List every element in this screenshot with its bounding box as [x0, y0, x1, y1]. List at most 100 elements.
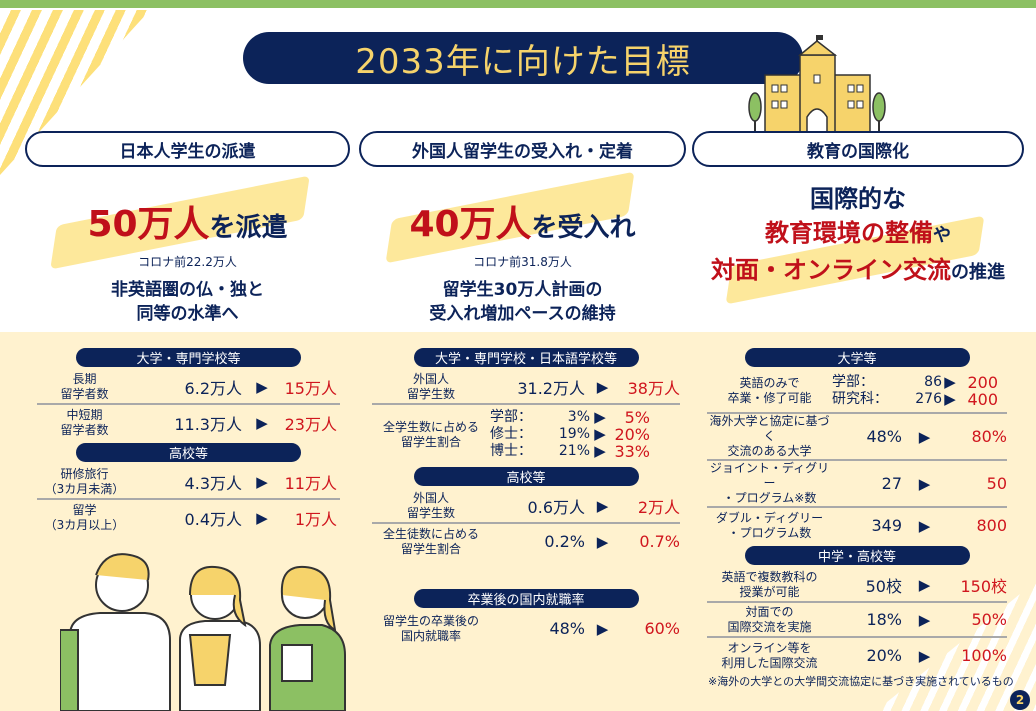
section-pill: 大学・専門学校等 [76, 348, 301, 367]
table-row: 対面での 国際交流を実施 18% ▶ 50% [707, 603, 1007, 638]
target-value: 1万人 [294, 509, 337, 529]
current-value: 11.3万人 [174, 414, 242, 434]
students-illustration [60, 553, 346, 711]
current-value: 0.4万人 [184, 509, 242, 529]
target-value: 23万人 [284, 414, 337, 434]
target-value: 400 [967, 390, 998, 409]
target-value: 200 [967, 373, 998, 392]
row-label: 英語で複数教科の 授業が可能 [721, 569, 818, 599]
target-value: 5% [624, 408, 650, 427]
table-row: 外国人 留学生数 0.6万人 ▶ 2万人 [372, 489, 680, 524]
internationalization-table: 大学等 英語のみで 卒業・修了可能 学部： 86 ▶ 200 研究科： 276 ▶ 400 海外大学… [707, 348, 1007, 673]
sub-row: 学部： 86 ▶ 200 [832, 373, 1007, 392]
sub-label: 修士： [490, 426, 532, 442]
arrow-icon: ▶ [918, 646, 931, 665]
row-label: 全生徒数に占める 留学生割合 [382, 526, 479, 556]
row-label: 対面での 国際交流を実施 [727, 604, 812, 634]
target-value: 11万人 [284, 473, 337, 493]
page-title: 2033年に向けた目標 [243, 32, 803, 84]
current-value: 50校 [865, 576, 902, 596]
sub-label: 博士： [490, 443, 532, 459]
sub-row: 博士： 21% ▶ 33% [490, 442, 680, 461]
inbound-table: 大学・専門学校・日本語学校等 外国人 留学生数 31.2万人 ▶ 38万人 全学生数に占め… [372, 348, 680, 646]
row-label: 海外大学と協定に基づく 交流のある大学 [709, 414, 830, 458]
current-value: 18% [866, 610, 902, 629]
arrow-icon: ▶ [594, 425, 606, 443]
arrow-icon: ▶ [918, 516, 931, 535]
section-pill: 高校等 [413, 467, 639, 486]
arrow-icon: ▶ [256, 472, 268, 491]
current-value: 0.2% [544, 532, 585, 551]
row-label: 長期 留学者数 [60, 371, 109, 401]
top-accent-bar [0, 0, 1036, 8]
section-pill: 卒業後の国内就職率 [413, 589, 639, 608]
arrow-icon: ▶ [918, 575, 931, 594]
row-label: 研修旅行 （3カ月未満） [44, 466, 125, 496]
current-value: 19% [558, 426, 590, 442]
footnote: ※海外の大学との大学間交流協定に基づき実施されているもの [708, 675, 1014, 688]
current-value: 48% [549, 619, 585, 638]
target-value: 50% [971, 610, 1007, 629]
arrow-icon: ▶ [594, 442, 606, 460]
page-number: 2 [1010, 690, 1030, 710]
column-heading-inbound: 外国人留学生の受入れ・定着 [359, 131, 686, 167]
arrow-icon: ▶ [596, 496, 609, 515]
row-label: オンライン等を 利用した国際交流 [721, 640, 818, 670]
current-value: 20% [866, 646, 902, 665]
table-row: ダブル・ディグリー ・プログラム数 349 ▶ 800 [707, 508, 1007, 543]
table-row: 英語で複数教科の 授業が可能 50校 ▶ 150校 [707, 568, 1007, 603]
sub-values: 学部： 86 ▶ 200 研究科： 276 ▶ 400 [832, 370, 1007, 412]
table-row: 外国人 留学生数 31.2万人 ▶ 38万人 [372, 370, 680, 405]
current-value: 0.6万人 [527, 497, 585, 517]
outbound-description: 非英語圏の仏・独と 同等の水準へ [111, 280, 264, 324]
sub-values: 学部： 3% ▶ 5% 修士： 19% ▶ 20% 博士： 21% ▶ 33% [490, 405, 680, 464]
table-row: ジョイント・ディグリー ・プログラム※数 27 ▶ 50 [707, 461, 1007, 508]
table-row: 英語のみで 卒業・修了可能 学部： 86 ▶ 200 研究科： 276 ▶ 400 [707, 370, 1007, 414]
section-pill: 大学等 [744, 348, 970, 367]
row-label: 外国人 留学生数 [406, 490, 455, 520]
row-label: 外国人 留学生数 [406, 371, 455, 401]
target-value: 2万人 [637, 497, 680, 517]
current-value: 349 [871, 516, 902, 535]
target-value: 800 [976, 516, 1007, 535]
target-value: 20% [614, 425, 650, 444]
target-value: 80% [971, 427, 1007, 446]
arrow-icon: ▶ [596, 377, 609, 396]
column-heading-outbound: 日本人学生の派遣 [25, 131, 350, 167]
current-value: 6.2万人 [184, 378, 242, 398]
current-value: 276 [915, 391, 942, 407]
sub-row: 学部： 3% ▶ 5% [490, 408, 680, 427]
table-row: 留学 （3カ月以上） 0.4万人 ▶ 1万人 [37, 500, 340, 535]
current-value: 31.2万人 [517, 378, 585, 398]
table-row: オンライン等を 利用した国際交流 20% ▶ 100% [707, 638, 1007, 673]
target-value: 15万人 [284, 378, 337, 398]
column-heading-internationalization: 教育の国際化 [692, 131, 1024, 167]
table-row: 全生徒数に占める 留学生割合 0.2% ▶ 0.7% [372, 524, 680, 559]
section-pill: 高校等 [76, 443, 301, 462]
target-value: 100% [961, 646, 1007, 665]
target-value: 150校 [960, 576, 1007, 596]
current-value: 86 [924, 374, 942, 390]
arrow-icon: ▶ [944, 373, 956, 391]
arrow-icon: ▶ [596, 619, 609, 638]
section-pill: 中学・高校等 [744, 546, 970, 565]
sub-label: 研究科： [832, 391, 888, 407]
target-value: 0.7% [639, 532, 680, 551]
target-value: 50 [986, 474, 1007, 493]
current-value: 27 [881, 474, 902, 493]
sub-row: 研究科： 276 ▶ 400 [832, 390, 1007, 409]
target-value: 60% [644, 619, 680, 638]
inbound-baseline: コロナ前31.8万人 [473, 255, 572, 269]
outbound-table: 大学・専門学校等 長期 留学者数 6.2万人 ▶ 15万人 中短期 留学者数 11.3万人 ▶… [37, 348, 340, 535]
arrow-icon: ▶ [256, 413, 268, 432]
current-value: 48% [866, 427, 902, 446]
internationalization-goal: 国際的な 教育環境の整備や 対面・オンライン交流の推進 [711, 185, 1005, 284]
sub-label: 学部： [832, 374, 874, 390]
row-label: 英語のみで 卒業・修了可能 [727, 376, 812, 405]
table-row: 海外大学と協定に基づく 交流のある大学 48% ▶ 80% [707, 414, 1007, 461]
current-value: 4.3万人 [184, 473, 242, 493]
arrow-icon: ▶ [944, 390, 956, 408]
sub-row: 修士： 19% ▶ 20% [490, 425, 680, 444]
current-value: 21% [558, 443, 590, 459]
table-row: 研修旅行 （3カ月未満） 4.3万人 ▶ 11万人 [37, 465, 340, 500]
